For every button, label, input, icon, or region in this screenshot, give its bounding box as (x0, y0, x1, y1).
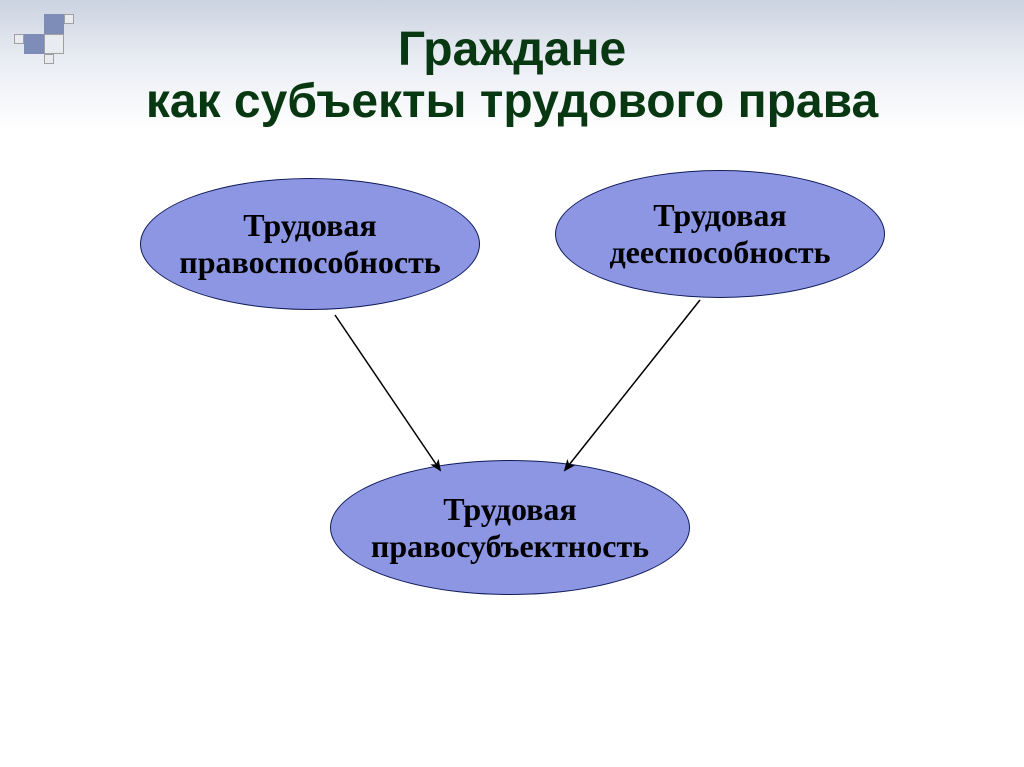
arrows-layer (0, 0, 1024, 767)
arrow-line (565, 300, 700, 470)
arrow-line (335, 315, 440, 470)
